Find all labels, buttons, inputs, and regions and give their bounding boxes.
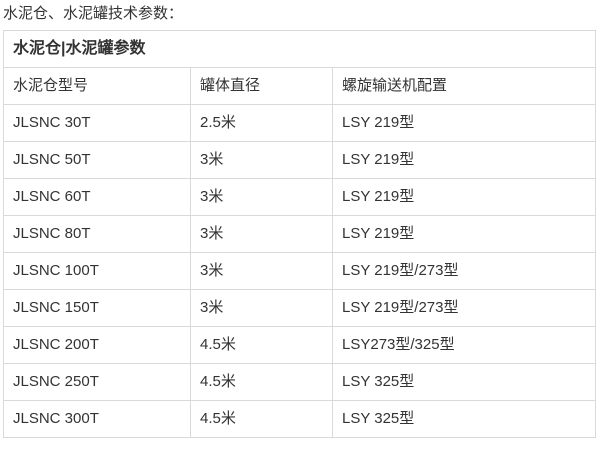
table-cell: LSY 219型/273型 <box>331 289 597 327</box>
table-cell: 3米 <box>190 215 333 253</box>
table-cell: 4.5米 <box>190 363 333 401</box>
intro-text: 水泥仓、水泥罐技术参数： <box>3 5 184 22</box>
table-row: JLSNC 60T 3米 LSY 219型 <box>3 178 597 216</box>
table-cell: LSY 219型 <box>331 141 597 179</box>
table-cell: LSY 219型 <box>331 215 597 253</box>
table-row: JLSNC 250T 4.5米 LSY 325型 <box>3 363 597 401</box>
table-cell: JLSNC 100T <box>3 252 191 290</box>
table-cell: JLSNC 150T <box>3 289 191 327</box>
table-body: JLSNC 30T 2.5米 LSY 219型 JLSNC 50T 3米 LSY 219型… <box>3 104 597 438</box>
table-cell: 3米 <box>190 252 333 290</box>
table-cell: LSY273型/325型 <box>331 326 597 364</box>
table-cell: JLSNC 60T <box>3 178 191 216</box>
table-cell: LSY 325型 <box>331 363 597 401</box>
table-cell: 4.5米 <box>190 400 333 438</box>
table-row: JLSNC 80T 3米 LSY 219型 <box>3 215 597 253</box>
table-cell: JLSNC 80T <box>3 215 191 253</box>
table-cell: JLSNC 250T <box>3 363 191 401</box>
table-cell: 4.5米 <box>190 326 333 364</box>
table-row: JLSNC 150T 3米 LSY 219型/273型 <box>3 289 597 327</box>
table-header-row: 水泥仓型号 罐体直径 螺旋输送机配置 <box>3 67 597 105</box>
table-row: JLSNC 50T 3米 LSY 219型 <box>3 141 597 179</box>
table-cell: LSY 219型 <box>331 178 597 216</box>
table-cell: 3米 <box>190 178 333 216</box>
table-row: JLSNC 100T 3米 LSY 219型/273型 <box>3 252 597 290</box>
table-row: JLSNC 30T 2.5米 LSY 219型 <box>3 104 597 142</box>
table-cell: 3米 <box>190 141 333 179</box>
table-cell: JLSNC 300T <box>3 400 191 438</box>
table-cell: JLSNC 200T <box>3 326 191 364</box>
table-cell: JLSNC 30T <box>3 104 191 142</box>
table-cell: 2.5米 <box>190 104 333 142</box>
column-header-screw-conveyor: 螺旋输送机配置 <box>331 67 597 105</box>
table-row: JLSNC 300T 4.5米 LSY 325型 <box>3 400 597 438</box>
table-title-row: 水泥仓|水泥罐参数 <box>2 30 597 68</box>
table-cell: 3米 <box>190 289 333 327</box>
table-row: JLSNC 200T 4.5米 LSY273型/325型 <box>3 326 597 364</box>
table-cell: LSY 219型/273型 <box>331 252 597 290</box>
spec-table: 水泥仓|水泥罐参数 水泥仓型号 罐体直径 螺旋输送机配置 JLSNC 30T 2.… <box>2 30 597 438</box>
column-header-diameter: 罐体直径 <box>190 67 333 105</box>
table-cell: LSY 219型 <box>331 104 597 142</box>
column-header-model: 水泥仓型号 <box>3 67 191 105</box>
table-cell: LSY 325型 <box>331 400 597 438</box>
table-cell: JLSNC 50T <box>3 141 191 179</box>
table-title: 水泥仓|水泥罐参数 <box>2 30 597 68</box>
